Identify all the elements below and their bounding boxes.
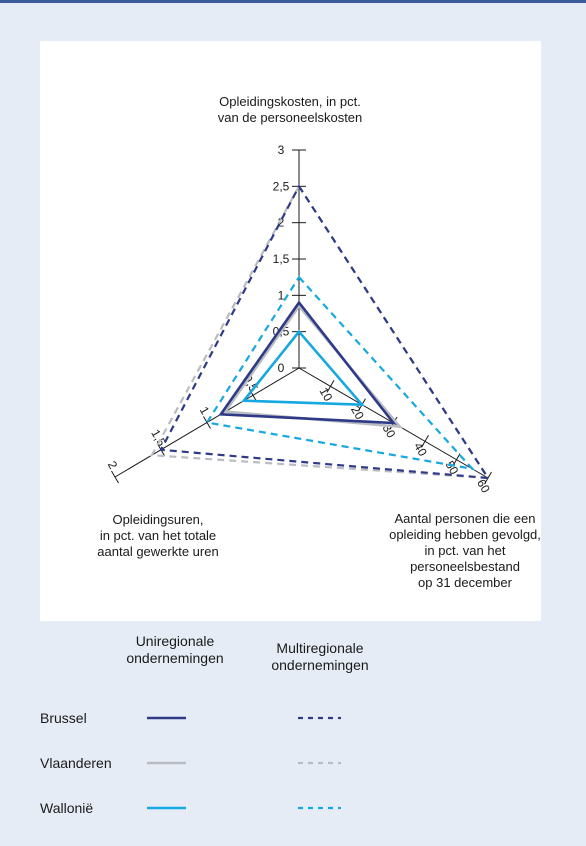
- tick-label-0-2: 1: [278, 288, 285, 302]
- legend-layer: [147, 716, 341, 810]
- axis-tick-1-0: [326, 380, 335, 393]
- axis-title-hours: Opleidingsuren, in pct. van het totale a…: [97, 512, 219, 559]
- tick-label-0-3: 1,5: [273, 252, 290, 266]
- series-layer: [150, 184, 491, 480]
- legend-header-uniregional: Uniregionale ondernemingen: [126, 633, 224, 666]
- series-walloni-uni: [241, 329, 365, 407]
- axis-tick-1-4: [452, 453, 461, 466]
- series-brussel-uni: [218, 300, 397, 425]
- series-vlaanderen-uni: [223, 304, 403, 429]
- axis-tick-2-3: [111, 470, 119, 484]
- axis-tick-1-3: [421, 435, 429, 448]
- tick-label-2-1: 1: [197, 404, 213, 417]
- tick-label-0-5: 2,5: [273, 179, 290, 193]
- tick-label-2-3: 2: [105, 459, 121, 472]
- tick-label-1-3: 40: [411, 440, 430, 459]
- tick-label-1-0: 10: [317, 385, 336, 404]
- axis-tick-1-5: [484, 471, 492, 485]
- tick-label-1-1: 20: [348, 403, 367, 422]
- series-walloni-multi: [205, 275, 476, 471]
- legend-header-multiregional: Multiregionale ondernemingen: [271, 640, 369, 673]
- tick-label-1-5: 60: [474, 477, 493, 496]
- tick-label-0-6: 3: [278, 143, 285, 157]
- legend-label-wallonie: Wallonië: [40, 800, 94, 816]
- axis-title-persons: Aantal personen die een opleiding hebben…: [389, 511, 541, 590]
- legend-label-brussel: Brussel: [40, 710, 87, 726]
- tick-label-1-4: 50: [443, 458, 462, 477]
- legend-label-vlaanderen: Vlaanderen: [40, 755, 112, 771]
- tick-label-0-4: 2: [278, 216, 285, 230]
- axis-tick-2-1: [203, 416, 211, 429]
- chart-panel: [40, 41, 541, 621]
- tick-label-0-0: 0: [278, 361, 285, 375]
- axis-title-costs: Opleidingskosten, in pct. van de persone…: [217, 94, 363, 125]
- series-brussel-multi: [159, 184, 491, 480]
- top-rule: [0, 0, 586, 3]
